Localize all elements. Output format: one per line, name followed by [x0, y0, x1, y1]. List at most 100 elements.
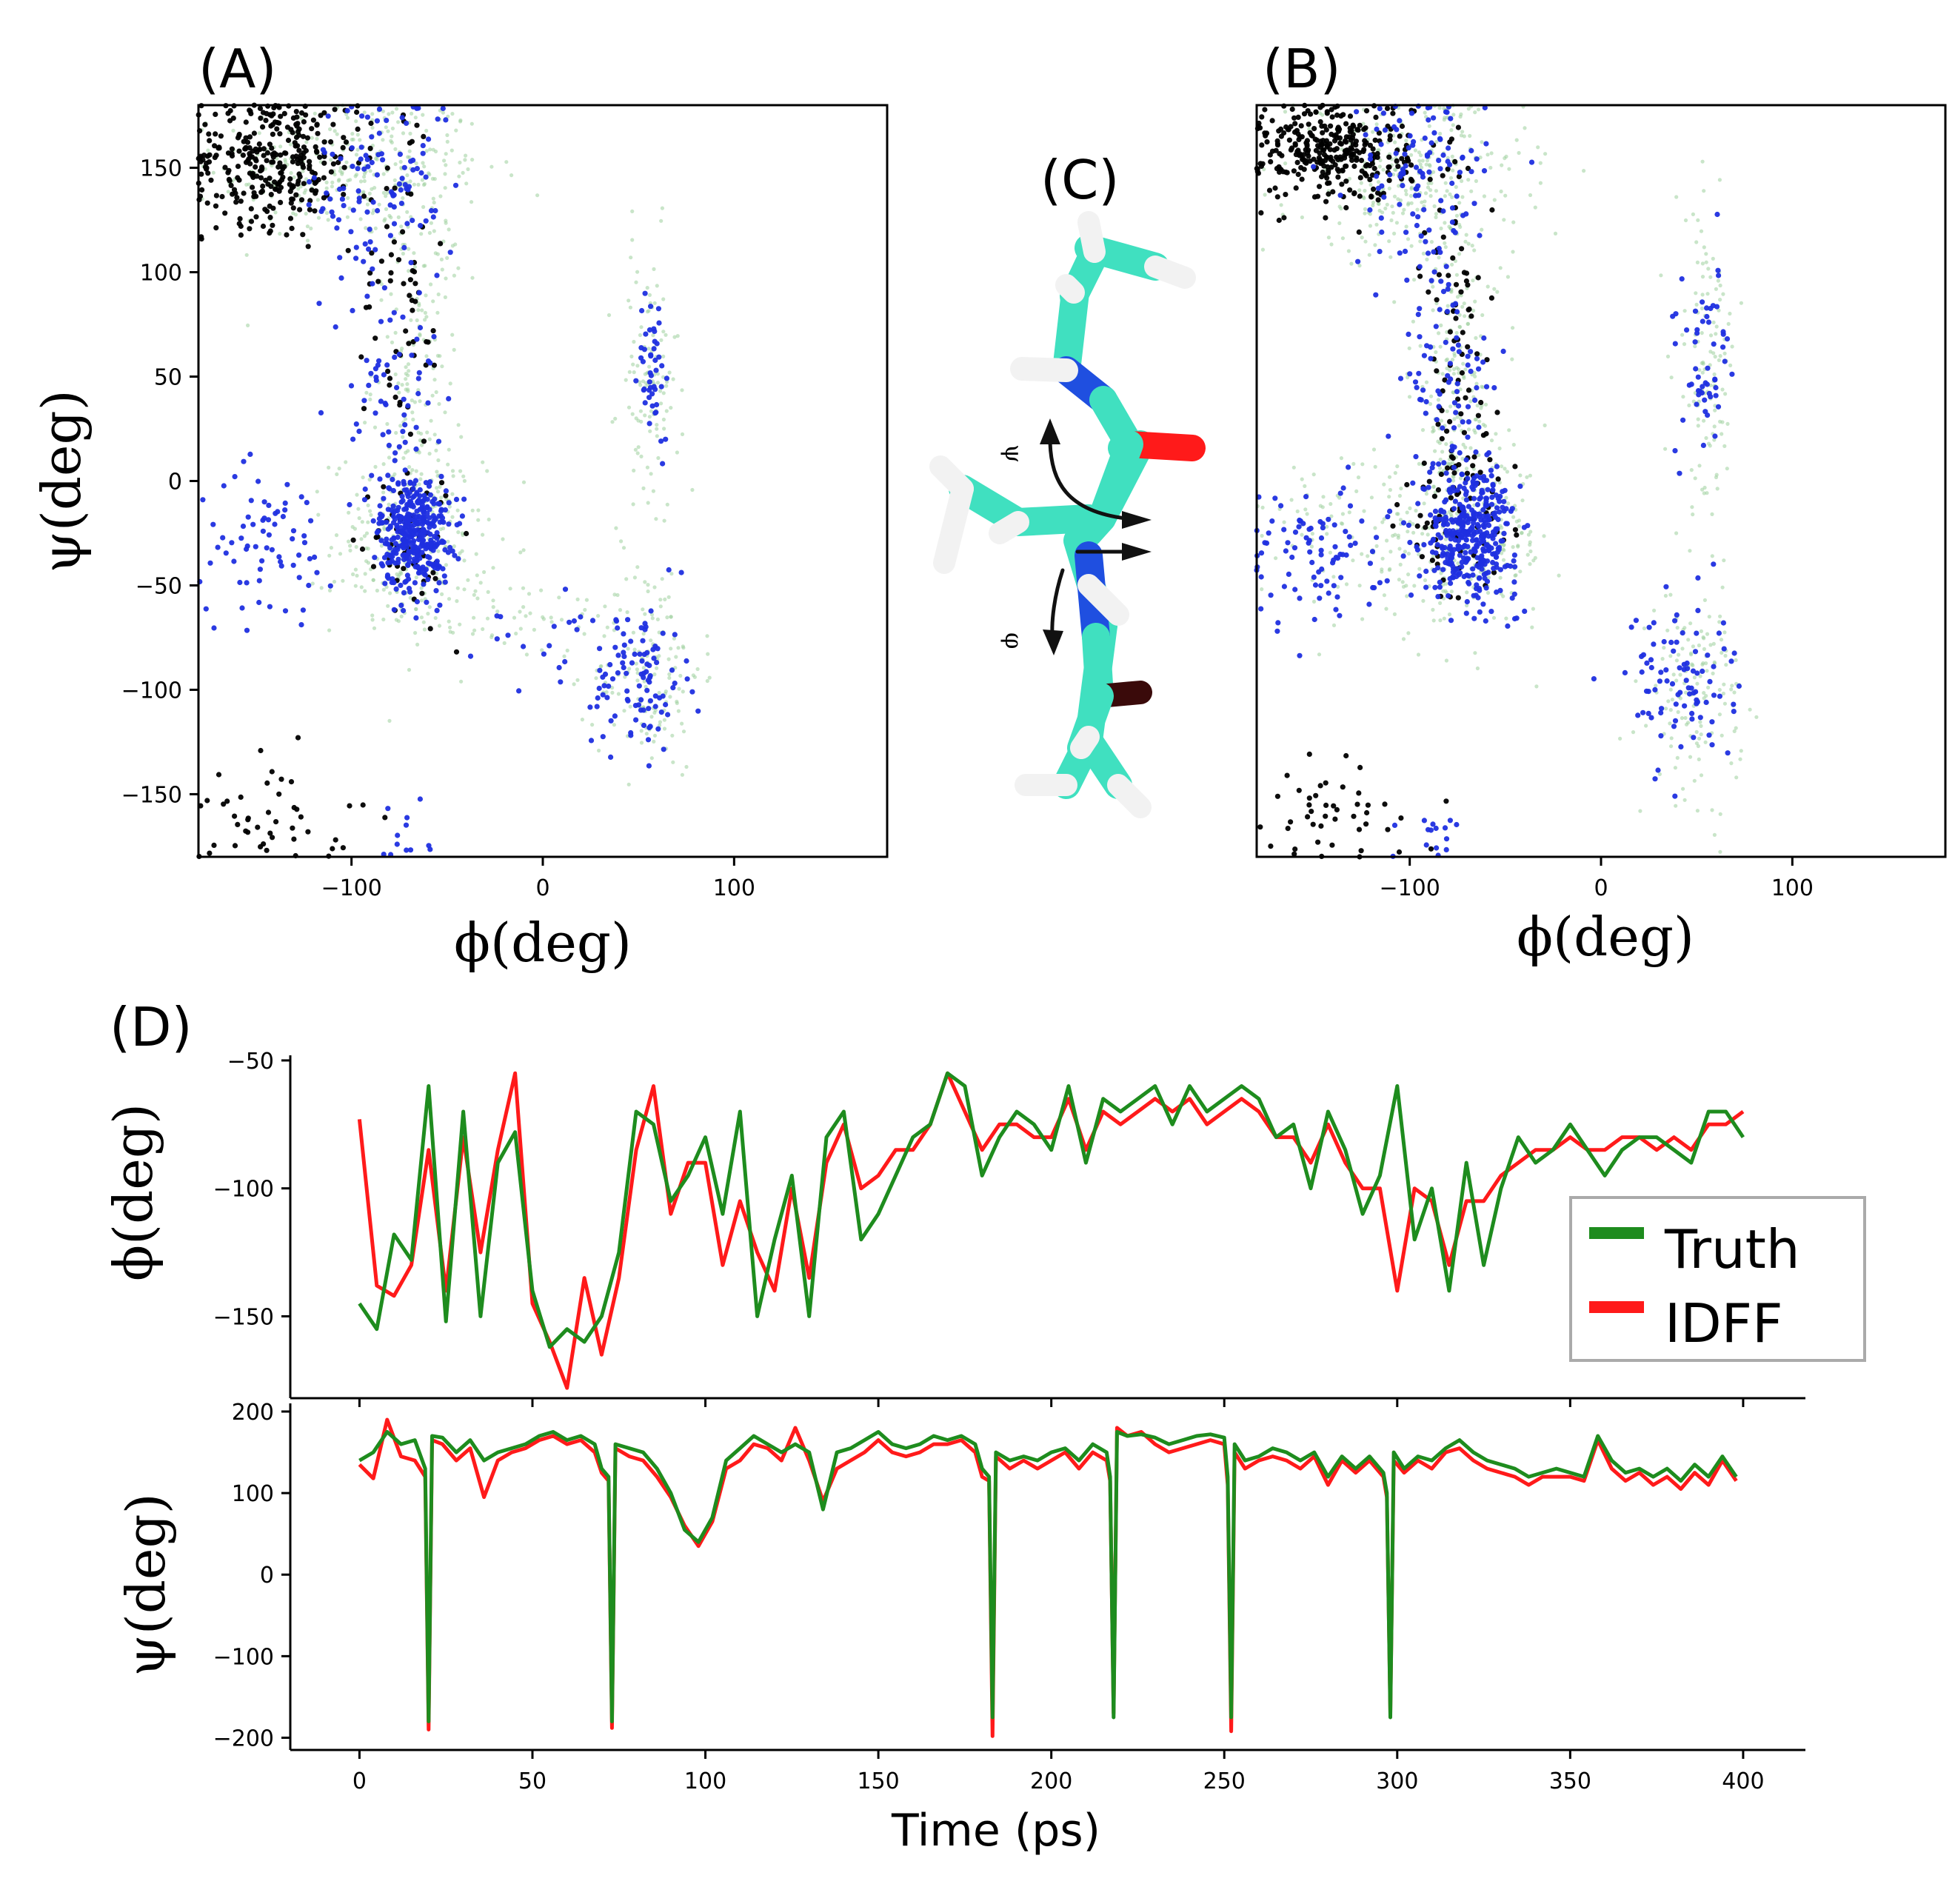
- scatter-b-point-lightgreen: [1329, 242, 1334, 247]
- scatter-a-point-blue: [379, 520, 385, 526]
- scatter-b-point-blue: [1326, 590, 1331, 596]
- scatter-a-point-blue: [443, 117, 449, 123]
- scatter-a-point-blue: [290, 536, 295, 542]
- scatter-a-point-blue: [404, 221, 410, 227]
- scatter-b-point-black: [1326, 167, 1331, 173]
- scatter-a-point-black: [253, 146, 258, 152]
- scatter-a-point-lightgreen: [657, 654, 661, 658]
- scatter-b-point-blue: [1450, 484, 1456, 490]
- scatter-b-point-lightgreen: [1451, 367, 1457, 371]
- scatter-b-point-black: [1347, 187, 1353, 193]
- scatter-b-point-black: [1323, 780, 1329, 786]
- scatter-b-point-black: [1297, 134, 1303, 140]
- scatter-a-point-black: [367, 270, 373, 276]
- scatter-b-point-black: [1488, 295, 1494, 301]
- scatter-b-point-blue: [1464, 598, 1470, 605]
- scatter-a-point-lightgreen: [635, 270, 640, 274]
- scatter-a-point-blue: [636, 683, 642, 689]
- scatter-a-point-black: [335, 159, 341, 165]
- scatter-a-point-black: [262, 207, 268, 213]
- scatter-b-point-lightgreen: [1376, 201, 1380, 206]
- scatter-a-point-blue: [425, 576, 431, 583]
- scatter-b-point-blue: [1689, 716, 1695, 722]
- scatter-b-point-lightgreen: [1434, 215, 1438, 219]
- scatter-a-point-lightgreen: [394, 430, 398, 435]
- scatter-b-point-lightgreen: [1371, 200, 1376, 205]
- scatter-b-point-black: [1343, 134, 1349, 140]
- scatter-b-point-blue: [1644, 660, 1650, 667]
- scatter-a-point-lightgreen: [663, 597, 667, 602]
- scatter-a-point-lightgreen: [375, 588, 379, 593]
- scatter-a-point-black: [340, 845, 346, 851]
- scatter-a-point-black: [341, 135, 347, 141]
- scatter-a-point-black: [238, 794, 244, 800]
- scatter-a-point-blue: [467, 653, 474, 659]
- scatter-a-xtick-label: −100: [321, 875, 381, 901]
- scatter-a-point-black: [227, 107, 233, 114]
- scatter-a-point-blue: [414, 508, 420, 514]
- scatter-a-point-blue: [602, 671, 609, 678]
- scatter-a-point-blue: [318, 208, 324, 214]
- timeseries-psi-xtick-label: 200: [1030, 1768, 1072, 1794]
- scatter-b-point-blue: [1492, 514, 1498, 521]
- scatter-a-point-blue: [645, 737, 652, 743]
- scatter-b-point-blue: [1714, 211, 1720, 218]
- scatter-a-point-lightgreen: [368, 169, 372, 173]
- scatter-a-point-blue: [386, 442, 392, 449]
- scatter-a-point-lightgreen: [672, 636, 677, 641]
- scatter-a-point-black: [287, 188, 293, 194]
- scatter-a-point-blue: [646, 763, 652, 769]
- scatter-a-point-lightgreen: [659, 218, 664, 223]
- scatter-a-point-black: [328, 169, 334, 175]
- scatter-b-point-lightgreen: [1450, 262, 1454, 267]
- scatter-b-point-lightgreen: [1417, 150, 1421, 155]
- scatter-b-point-blue: [1266, 530, 1271, 536]
- scatter-b-point-black: [1324, 154, 1330, 160]
- scatter-b-point-blue: [1657, 678, 1662, 684]
- scatter-a-point-lightgreen: [666, 595, 671, 599]
- scatter-b-point-black: [1268, 158, 1274, 164]
- scatter-b-axes: −100 0 100: [1379, 857, 1814, 901]
- scatter-a-point-black: [264, 847, 270, 853]
- scatter-b-point-black: [1332, 162, 1338, 168]
- scatter-a-point-lightgreen: [655, 427, 659, 431]
- scatter-a-point-black: [247, 145, 253, 151]
- scatter-b-point-lightgreen: [1468, 133, 1472, 138]
- scatter-a-point-lightgreen: [456, 266, 461, 270]
- scatter-a-point-lightgreen: [399, 224, 404, 229]
- scatter-b-point-lightgreen: [1439, 571, 1443, 575]
- scatter-a-point-lightgreen: [398, 570, 403, 575]
- scatter-b-point-blue: [1446, 281, 1451, 287]
- scatter-a-point-blue: [498, 614, 504, 620]
- scatter-a-point-lightgreen: [403, 417, 408, 421]
- scatter-b-point-black: [1294, 159, 1300, 165]
- scatter-b-point-lightgreen: [1408, 506, 1412, 511]
- scatter-a-point-lightgreen: [638, 383, 643, 387]
- scatter-b-point-blue: [1440, 289, 1447, 295]
- scatter-b-point-blue: [1454, 309, 1460, 315]
- scatter-b-point-lightgreen: [1503, 156, 1507, 161]
- scatter-b-point-lightgreen: [1720, 650, 1724, 655]
- scatter-b-point-lightgreen: [1465, 604, 1469, 608]
- scatter-b-point-lightgreen: [1732, 690, 1737, 695]
- scatter-b-point-blue: [1425, 250, 1431, 256]
- scatter-a-point-blue: [264, 545, 270, 551]
- scatter-b-point-lightgreen: [1311, 599, 1317, 604]
- scatter-a-point-blue: [427, 515, 432, 521]
- scatter-b-point-black: [1323, 813, 1329, 819]
- scatter-b-point-lightgreen: [1431, 607, 1435, 612]
- scatter-b-point-blue: [1460, 555, 1467, 561]
- scatter-a-point-lightgreen: [489, 164, 494, 169]
- scatter-a-point-blue: [423, 218, 429, 224]
- scatter-a-point-blue: [247, 451, 253, 458]
- scatter-b-point-lightgreen: [1498, 575, 1503, 580]
- scatter-b-point-lightgreen: [1694, 741, 1699, 746]
- scatter-a-point-black: [423, 362, 429, 368]
- scatter-b-point-blue: [1337, 193, 1343, 198]
- scatter-b-point-blue: [1428, 140, 1434, 146]
- scatter-b-point-lightgreen: [1678, 672, 1682, 677]
- scatter-b-point-blue: [1671, 724, 1677, 729]
- scatter-a-point-black: [255, 824, 261, 830]
- scatter-a-point-lightgreen: [398, 424, 403, 428]
- scatter-b-point-lightgreen: [1434, 301, 1439, 306]
